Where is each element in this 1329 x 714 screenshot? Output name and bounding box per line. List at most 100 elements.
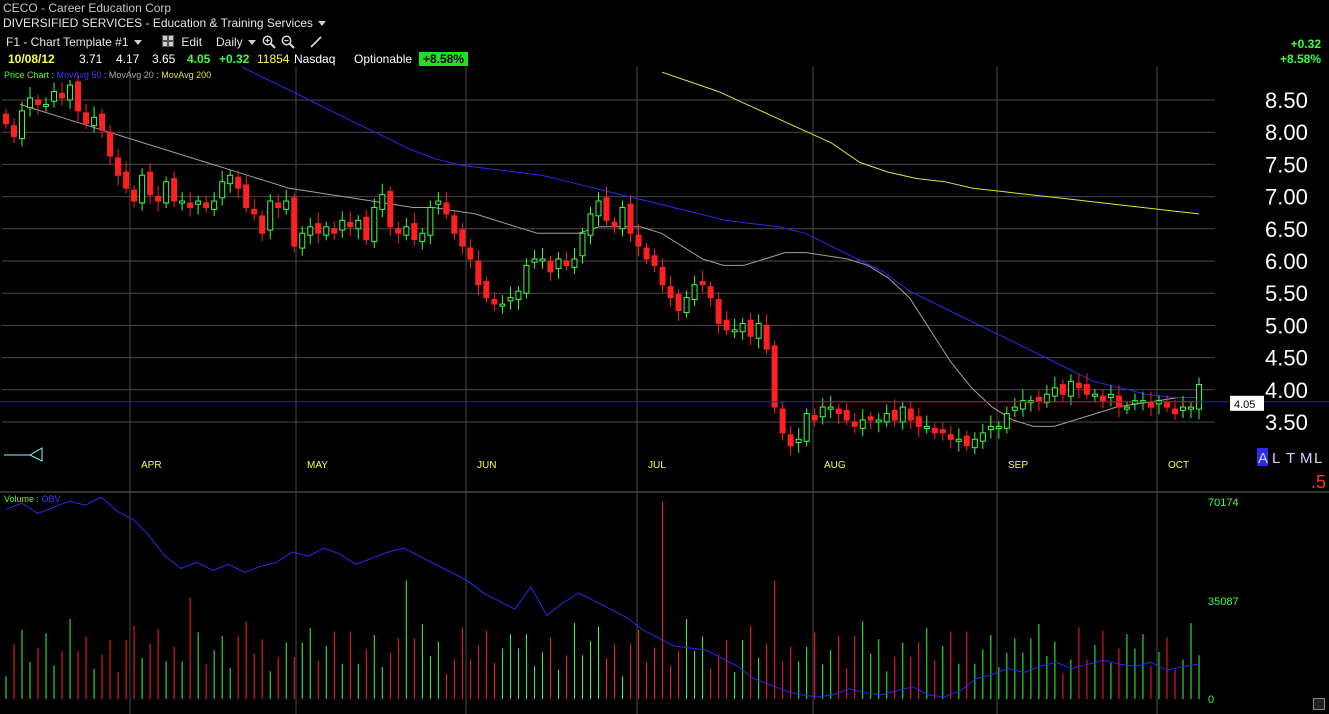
candle-body — [1067, 380, 1074, 397]
quote-high: 4.17 — [116, 52, 140, 66]
candle-body — [747, 319, 754, 337]
timeframe-a: A — [1258, 450, 1268, 467]
candle-body — [499, 303, 506, 307]
chevron-down-icon — [133, 40, 142, 46]
month-label: JUN — [477, 460, 496, 471]
candle-body — [603, 197, 610, 221]
candle-body — [571, 258, 578, 268]
candle-body — [315, 223, 322, 234]
candle-body — [155, 196, 162, 202]
symbol-title: CECO - Career Education Corp — [3, 1, 172, 15]
candle-body — [419, 232, 426, 243]
candle-body — [1083, 384, 1090, 395]
ma20-line — [19, 103, 1199, 427]
change-summary: +0.32 +8.58% — [1280, 37, 1321, 67]
month-label: AUG — [824, 460, 846, 471]
candle-body — [443, 202, 450, 215]
candle-body — [675, 293, 682, 312]
change-value: +0.32 — [1290, 37, 1321, 51]
candle-body — [611, 221, 618, 228]
candle-body — [475, 260, 482, 286]
candle-body — [75, 81, 82, 112]
optionable-label: Optionable — [354, 52, 413, 66]
candle-body — [1163, 402, 1170, 408]
price-tick-label: 6.50 — [1265, 217, 1308, 242]
last-price-box — [1230, 395, 1264, 411]
template-dropdown[interactable]: F1 - Chart Template #1 — [6, 35, 142, 49]
chevron-down-icon — [317, 21, 326, 27]
candle-body — [27, 97, 34, 109]
candle-body — [931, 427, 938, 434]
candle-body — [619, 206, 626, 230]
candle-body — [851, 421, 858, 427]
candle-body — [395, 228, 402, 234]
candle-body — [179, 200, 186, 204]
candle-body — [59, 92, 66, 99]
candle-body — [147, 171, 154, 196]
candle-body — [739, 322, 746, 333]
candle-body — [707, 286, 714, 299]
obv-polyline — [5, 496, 1200, 698]
timeframe-l: L — [1272, 450, 1280, 467]
quote-date: 10/08/12 — [8, 52, 55, 66]
candle-body — [1075, 382, 1082, 389]
candle-body — [803, 413, 810, 442]
candle-body — [515, 290, 522, 301]
legend-ma50: MovAvg 50 — [56, 70, 102, 80]
candle-body — [1091, 393, 1098, 397]
candle-body — [387, 190, 394, 228]
sector-bar[interactable]: DIVERSIFIED SERVICES - Education & Train… — [0, 16, 1329, 31]
candle-body — [795, 438, 802, 444]
candle-body — [131, 189, 138, 202]
company-name: Career Education Corp — [48, 1, 172, 15]
candle-body — [979, 432, 986, 442]
sector-label[interactable]: DIVERSIFIED SERVICES - Education & Train… — [3, 16, 326, 30]
candle-body — [427, 206, 434, 236]
candle-body — [923, 425, 930, 429]
candle-body — [883, 413, 890, 423]
chart-canvas[interactable]: 8.50 8.00 7.50 7.00 6.50 6.00 5.50 5.00 4.50 4.00… — [0, 67, 1329, 714]
edit-button[interactable]: Edit — [162, 35, 202, 49]
candle-body — [1051, 387, 1058, 397]
candle-body — [667, 286, 674, 299]
scroll-corner-button[interactable] — [1313, 698, 1325, 710]
candle-body — [139, 174, 146, 204]
candle-body — [819, 406, 826, 418]
ma50-line — [240, 67, 1199, 398]
volume-legend: Volume : OBV — [4, 494, 61, 504]
candle-body — [963, 435, 970, 447]
timeframe-t: T — [1286, 450, 1295, 467]
candle-body — [91, 116, 98, 127]
candle-body — [323, 226, 330, 236]
candle-body — [491, 299, 498, 305]
candle-body — [51, 91, 58, 102]
candle-body — [259, 215, 266, 234]
zoom-out-button[interactable] — [281, 35, 295, 52]
candle-body — [363, 216, 370, 241]
candle-body — [1147, 402, 1154, 408]
period-dropdown[interactable]: Daily — [216, 35, 256, 49]
volume-tick-label: 70174 — [1208, 497, 1239, 509]
quote-open: 3.71 — [79, 52, 103, 66]
candle-body — [275, 202, 282, 208]
candle-body — [187, 202, 194, 208]
legend-price-chart: Price Chart — [4, 70, 50, 80]
month-label: APR — [141, 460, 162, 471]
timeframe-m: M — [1300, 450, 1313, 467]
candle-body — [291, 197, 298, 247]
grid-icon — [162, 35, 174, 47]
symbol[interactable]: CECO — [3, 1, 38, 15]
candle-body — [163, 181, 170, 204]
candle-body — [635, 234, 642, 247]
candle-body — [99, 113, 106, 131]
month-label: SEP — [1008, 460, 1028, 471]
candle-body — [835, 408, 842, 415]
ma200-line — [661, 71, 1200, 215]
zoom-in-button[interactable] — [262, 35, 276, 52]
candle-body — [539, 258, 546, 262]
price-tick-label: 8.50 — [1265, 88, 1308, 113]
chevron-down-icon — [247, 40, 256, 46]
pencil-icon — [310, 36, 322, 48]
quote-close: 4.05 — [187, 52, 211, 66]
draw-tool-button[interactable] — [309, 35, 323, 52]
